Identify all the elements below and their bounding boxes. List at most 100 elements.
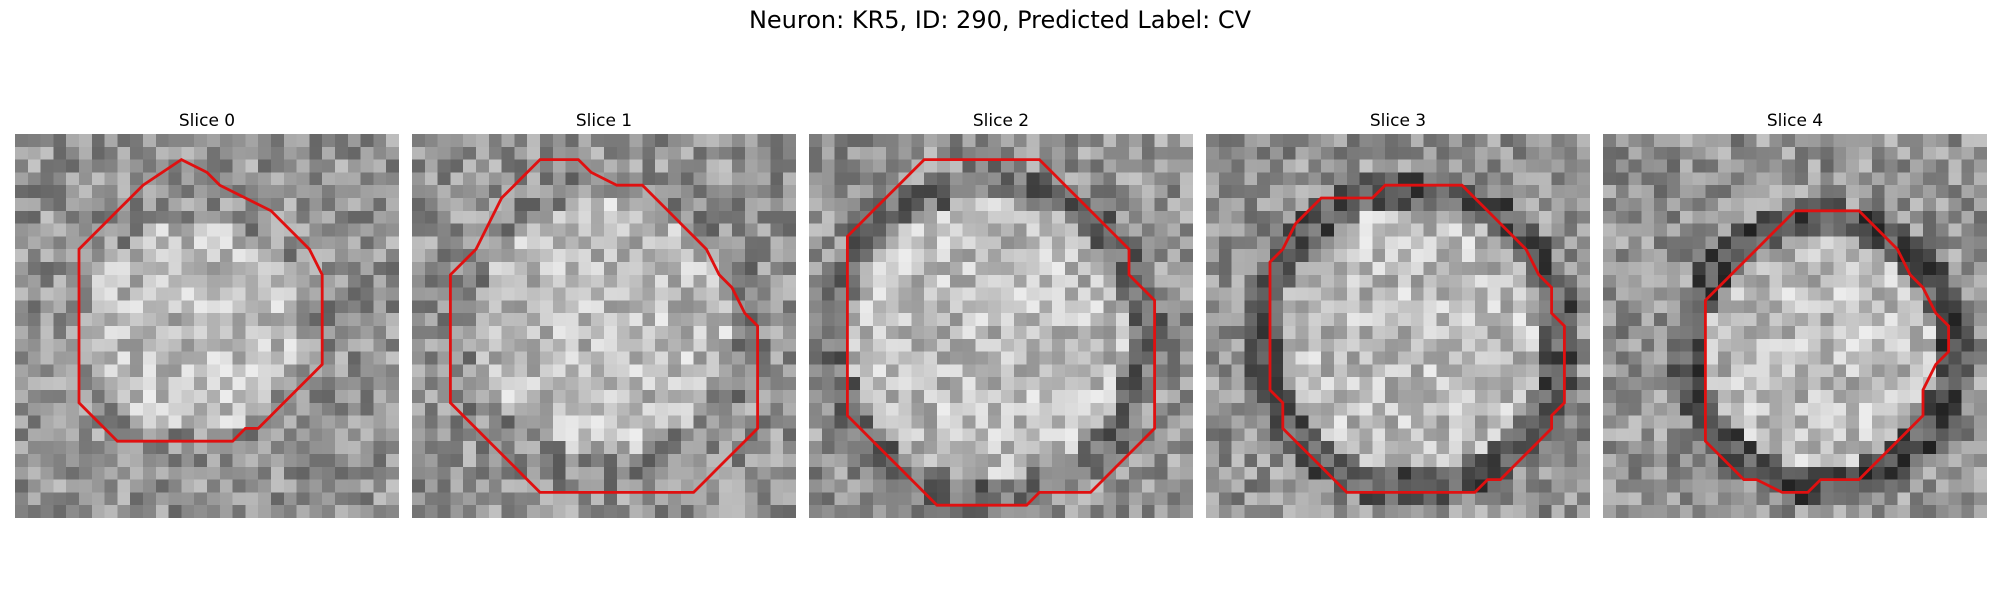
pixel	[1090, 505, 1104, 518]
pixel	[15, 313, 29, 327]
pixel	[552, 313, 566, 327]
pixel	[194, 223, 208, 237]
pixel	[1641, 415, 1655, 429]
pixel	[1538, 492, 1552, 506]
pixel	[1743, 377, 1757, 391]
pixel	[1167, 198, 1181, 212]
pixel	[1359, 492, 1373, 506]
pixel	[1500, 428, 1514, 442]
pixel	[821, 338, 835, 352]
pixel	[1372, 402, 1386, 416]
pixel	[770, 223, 784, 237]
pixel	[91, 351, 105, 365]
pixel	[1961, 390, 1975, 404]
pixel	[1346, 492, 1360, 506]
pixel	[1923, 146, 1937, 160]
pixel	[450, 274, 464, 288]
pixel	[1743, 223, 1757, 237]
pixel	[1218, 249, 1232, 263]
pixel	[360, 134, 374, 148]
pixel	[1206, 466, 1220, 480]
pixel	[1603, 236, 1617, 250]
pixel	[821, 364, 835, 378]
pixel	[1206, 262, 1220, 276]
pixel	[258, 364, 272, 378]
pixel	[1718, 441, 1732, 455]
pixel	[911, 466, 925, 480]
pixel	[1039, 185, 1053, 199]
pixel	[783, 287, 796, 301]
pixel	[1244, 146, 1258, 160]
pixel	[104, 415, 118, 429]
pixel	[898, 274, 912, 288]
pixel	[1731, 185, 1745, 199]
pixel	[1807, 198, 1821, 212]
pixel	[873, 428, 887, 442]
pixel	[1013, 236, 1027, 250]
pixel	[463, 236, 477, 250]
pixel	[1167, 172, 1181, 186]
pixel	[975, 505, 989, 518]
pixel	[885, 415, 899, 429]
pixel	[616, 415, 630, 429]
pixel	[847, 300, 861, 314]
pixel	[962, 326, 976, 340]
pixel	[1154, 287, 1168, 301]
pixel	[1731, 377, 1745, 391]
pixel	[1846, 185, 1860, 199]
pixel	[412, 428, 426, 442]
pixel	[1705, 338, 1719, 352]
pixel	[668, 428, 682, 442]
pixel	[898, 428, 912, 442]
pixel	[1667, 441, 1681, 455]
pixel	[1231, 390, 1245, 404]
pixel	[79, 479, 93, 493]
pixel	[1385, 454, 1399, 468]
pixel	[1308, 134, 1322, 148]
pixel	[53, 351, 67, 365]
pixel	[937, 262, 951, 276]
pixel	[1705, 466, 1719, 480]
pixel	[1935, 159, 1949, 173]
pixel	[1090, 351, 1104, 365]
pixel	[911, 287, 925, 301]
pixel	[335, 185, 349, 199]
pixel	[1090, 274, 1104, 288]
pixel	[1154, 300, 1168, 314]
pixel	[181, 466, 195, 480]
pixel	[1180, 223, 1193, 237]
pixel	[91, 428, 105, 442]
pixel	[847, 134, 861, 148]
pixel	[1231, 415, 1245, 429]
pixel	[488, 185, 502, 199]
pixel	[540, 134, 554, 148]
pixel	[1769, 300, 1783, 314]
pixel	[527, 428, 541, 442]
pixel	[194, 198, 208, 212]
pixel	[911, 262, 925, 276]
pixel	[1308, 338, 1322, 352]
pixel	[117, 300, 131, 314]
pixel	[1654, 326, 1668, 340]
pixel	[194, 505, 208, 518]
pixel	[770, 351, 784, 365]
pixel	[130, 466, 144, 480]
pixel	[732, 466, 746, 480]
pixel	[1129, 210, 1143, 224]
pixel	[1667, 287, 1681, 301]
pixel	[1615, 492, 1629, 506]
pixel	[1436, 377, 1450, 391]
pixel	[1206, 274, 1220, 288]
pixel	[1077, 415, 1091, 429]
pixel	[296, 159, 310, 173]
pixel	[40, 402, 54, 416]
pixel	[373, 198, 387, 212]
pixel	[1206, 300, 1220, 314]
pixel	[616, 466, 630, 480]
pixel	[1077, 249, 1091, 263]
pixel	[885, 338, 899, 352]
pixel	[655, 338, 669, 352]
pixel	[1538, 377, 1552, 391]
pixel	[1026, 198, 1040, 212]
pixel	[629, 351, 643, 365]
